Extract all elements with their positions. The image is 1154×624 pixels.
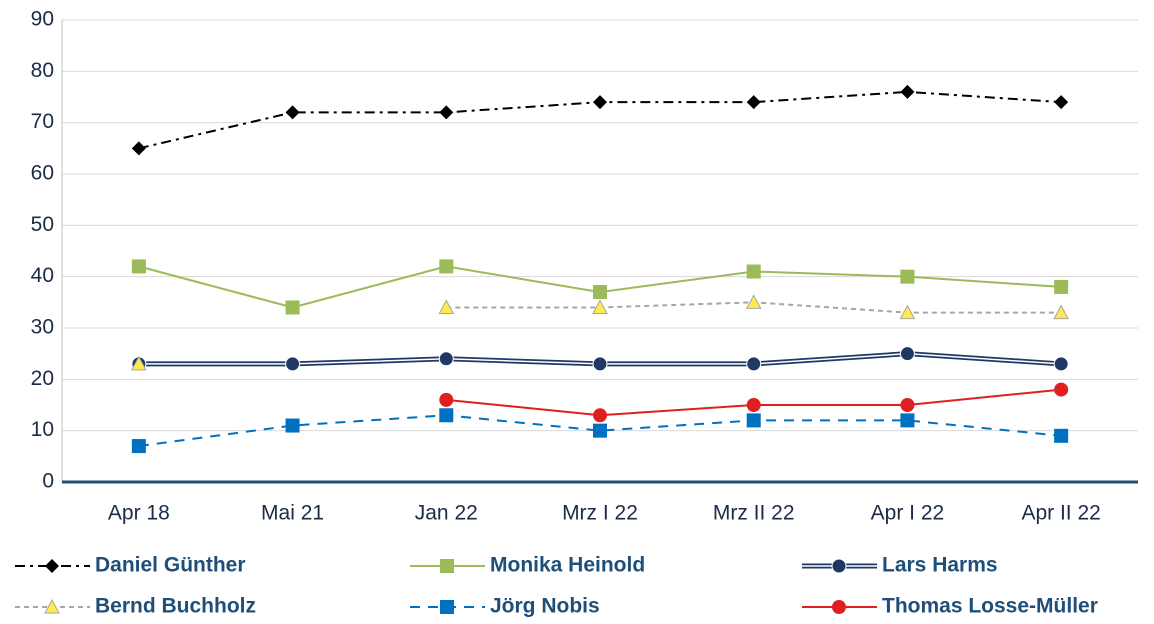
series [131,408,1069,454]
marker [900,269,915,284]
marker [439,408,454,423]
x-tick-label: Apr I 22 [871,502,945,525]
legend-item: Monika Heinold [410,554,645,577]
marker [1054,279,1069,294]
x-tick-label: Mai 21 [261,502,324,525]
x-tick-label: Apr II 22 [1021,502,1100,525]
y-tick-label: 50 [31,213,54,236]
y-tick-label: 70 [31,110,54,133]
marker [131,355,147,371]
y-tick-label: 40 [31,264,54,287]
marker [285,300,300,315]
marker [439,392,454,407]
marker [831,558,847,574]
x-tick-label: Mrz II 22 [713,502,795,525]
marker [832,600,846,614]
legend-item: Daniel Günther [15,554,246,577]
legend-label: Monika Heinold [490,554,645,577]
marker [45,559,59,573]
marker [593,423,607,438]
marker [439,105,454,120]
legend-label: Jörg Nobis [490,595,600,618]
marker [900,413,915,428]
marker [746,413,761,428]
legend-item: Lars Harms [802,554,998,577]
marker [285,418,300,433]
x-tick-label: Jan 22 [415,502,478,525]
marker [746,95,761,110]
marker [44,598,60,614]
marker [593,95,607,110]
marker [440,600,454,614]
series [131,84,1069,156]
marker [593,408,607,423]
series [131,346,1069,372]
legend-item: Jörg Nobis [410,595,600,618]
y-tick-label: 0 [42,470,54,493]
marker [746,356,762,372]
marker [131,141,146,156]
x-tick-label: Mrz I 22 [562,502,638,525]
marker [899,346,915,362]
series [439,382,1069,423]
legend-item: Bernd Buchholz [15,595,256,618]
marker [592,356,608,372]
marker [593,285,607,300]
marker [285,105,300,120]
marker [438,351,454,367]
legend-label: Daniel Günther [95,554,246,577]
marker [131,439,146,454]
marker [1054,95,1069,110]
marker [1054,428,1069,443]
y-tick-label: 60 [31,162,54,185]
marker [438,299,455,314]
marker [131,259,146,274]
legend-label: Lars Harms [882,554,998,577]
y-tick-label: 80 [31,59,54,82]
marker [1054,382,1069,397]
y-tick-label: 30 [31,316,54,339]
marker [746,398,761,412]
marker [440,559,454,573]
legend-item: Thomas Losse-Müller [802,595,1098,618]
marker [285,356,301,372]
y-tick-label: 10 [31,418,54,441]
series [131,259,1069,315]
legend-label: Bernd Buchholz [95,595,256,618]
marker [1053,356,1069,372]
marker [592,299,608,314]
marker [1053,304,1069,320]
series [131,294,1069,371]
y-tick-label: 90 [31,8,54,31]
y-tick-label: 20 [31,367,54,390]
marker [746,264,761,279]
marker [439,259,454,274]
legend-label: Thomas Losse-Müller [882,595,1098,618]
marker [745,294,762,309]
x-tick-label: Apr 18 [108,502,170,525]
marker [900,84,915,99]
marker [900,398,915,412]
marker [899,304,916,320]
